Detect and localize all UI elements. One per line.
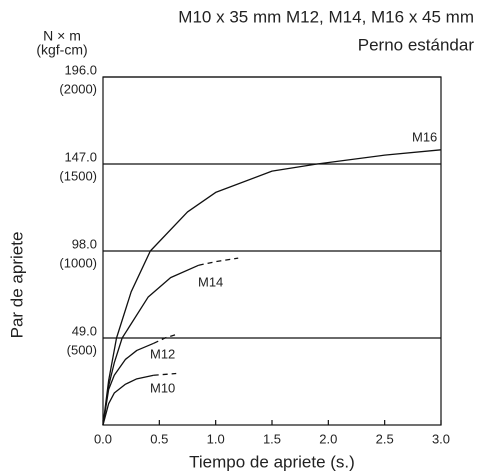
curve-solid bbox=[102, 374, 154, 426]
y-tick-label: 98.0 bbox=[72, 236, 97, 251]
curve-dashed bbox=[153, 333, 177, 344]
curve-dashed bbox=[198, 257, 239, 266]
curve-dashed bbox=[153, 372, 177, 376]
x-tick-label: 0.5 bbox=[150, 431, 168, 446]
x-tick-label: 1.0 bbox=[207, 431, 225, 446]
x-tick-label: 0.0 bbox=[94, 431, 112, 446]
x-tick-label: 2.5 bbox=[376, 431, 394, 446]
y-unit: N × m bbox=[43, 28, 81, 44]
y-tick-label: 196.0 bbox=[64, 62, 97, 77]
x-axis-label: Tiempo de apriete (s.) bbox=[189, 452, 355, 471]
series-label: M16 bbox=[412, 129, 437, 144]
curve-solid bbox=[102, 264, 200, 426]
series-label: M14 bbox=[198, 274, 223, 289]
chart-subtitle: Perno estándar bbox=[358, 35, 475, 54]
y2-tick-label: (500) bbox=[67, 342, 97, 357]
chart-title: M10 x 35 mm M12, M14, M16 x 45 mm bbox=[178, 7, 474, 26]
x-tick-label: 1.5 bbox=[263, 431, 281, 446]
y2-tick-label: (1000) bbox=[59, 255, 97, 270]
series-label: M12 bbox=[150, 346, 175, 361]
curve-solid bbox=[102, 149, 442, 426]
y2-tick-label: (1500) bbox=[59, 168, 97, 183]
x-tick-label: 2.0 bbox=[319, 431, 337, 446]
y-axis-label: Par de apriete bbox=[7, 232, 26, 339]
x-tick-label: 3.0 bbox=[432, 431, 450, 446]
y2-unit: (kgf-cm) bbox=[36, 42, 87, 58]
series-label: M10 bbox=[150, 380, 175, 395]
y-tick-label: 49.0 bbox=[72, 323, 97, 338]
y-tick-label: 147.0 bbox=[64, 149, 97, 164]
y2-tick-label: (2000) bbox=[59, 81, 97, 96]
curve-solid bbox=[102, 342, 154, 426]
